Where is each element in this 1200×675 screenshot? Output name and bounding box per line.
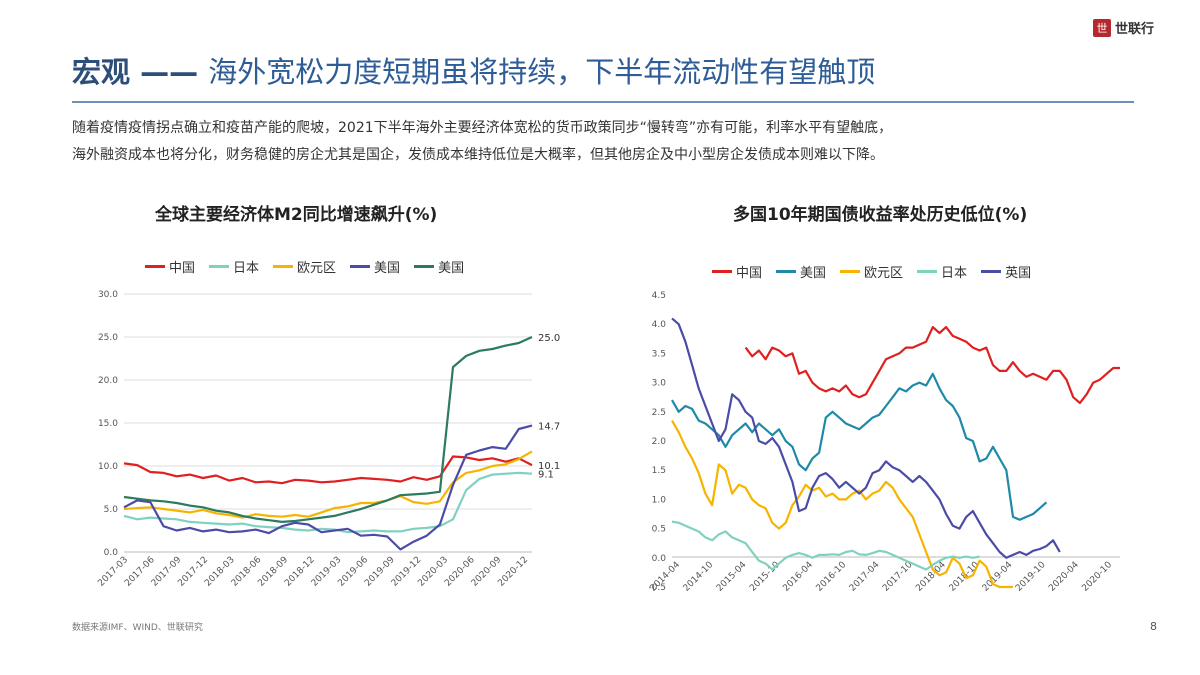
page-title: 宏观 —— 海外宽松力度短期虽将持续，下半年流动性有望触顶 <box>72 52 875 92</box>
company-logo: 世 世联行 <box>1093 18 1154 37</box>
y-tick-label: 4.0 <box>652 320 667 330</box>
legend-swatch <box>712 270 732 273</box>
left-chart-title: 全球主要经济体M2同比增速飙升(%) <box>155 205 438 225</box>
series-line <box>123 335 533 523</box>
data-label: 25.0 <box>538 333 560 344</box>
series-line <box>123 455 533 485</box>
legend-label: 欧元区 <box>864 266 904 281</box>
y-tick-label: 3.0 <box>652 379 667 389</box>
x-tick-label: 2020-10 <box>1080 560 1114 594</box>
legend-swatch <box>273 265 294 268</box>
x-tick-label: 2020-12 <box>496 555 530 589</box>
legend-item: 英国 <box>981 262 1031 281</box>
series-line <box>123 424 533 551</box>
legend-swatch <box>917 270 938 273</box>
x-tick-label: 2017-04 <box>848 560 882 594</box>
x-tick-label: 2015-04 <box>715 560 749 594</box>
legend-item: 日本 <box>917 262 967 281</box>
series-line <box>744 325 1120 405</box>
x-tick-label: 2014-10 <box>682 560 716 594</box>
description-line-1: 随着疫情疫情拐点确立和疫苗产能的爬坡，2021下半年海外主要经济体宽松的货币政策… <box>72 120 893 136</box>
legend-item: 欧元区 <box>273 257 336 276</box>
page-number: 8 <box>1150 620 1157 633</box>
legend-label: 英国 <box>1005 266 1032 281</box>
y-tick-label: 0.5 <box>652 525 666 535</box>
legend-swatch <box>776 270 797 273</box>
data-label: 9.1 <box>538 470 554 481</box>
y-tick-label: 1.0 <box>652 495 667 505</box>
y-tick-label: 3.5 <box>652 349 666 359</box>
legend-label: 美国 <box>800 266 827 281</box>
series-line <box>671 317 1061 559</box>
data-label: 10.1 <box>538 461 560 472</box>
logo-mark: 世 <box>1093 18 1111 37</box>
legend-swatch <box>840 270 861 273</box>
right-line-chart: -0.50.00.51.01.52.02.53.03.54.04.52014-0… <box>648 291 1120 594</box>
legend-label: 日本 <box>233 261 260 276</box>
legend-swatch <box>145 265 165 268</box>
y-tick-label: 20.0 <box>98 376 118 386</box>
legend-item: 美国 <box>350 257 400 276</box>
y-tick-label: 2.0 <box>652 437 667 447</box>
data-label: 14.7 <box>538 422 560 433</box>
data-source: 数据来源IMF、WIND、世联研究 <box>72 623 203 633</box>
legend-item: 日本 <box>209 257 259 276</box>
title-prefix: 宏观 —— <box>72 55 209 89</box>
series-line <box>671 420 1013 589</box>
right-chart-title: 多国10年期国债收益率处历史低位(%) <box>733 205 1028 225</box>
legend-label: 日本 <box>941 266 968 281</box>
y-tick-label: 15.0 <box>98 419 118 429</box>
series-line <box>671 372 1048 521</box>
x-tick-label: 2017-10 <box>881 560 915 594</box>
x-tick-label: 2020-04 <box>1047 560 1081 594</box>
series-line <box>123 471 533 534</box>
y-tick-label: 4.5 <box>652 291 666 301</box>
title-text: 海外宽松力度短期虽将持续，下半年流动性有望触顶 <box>208 55 876 89</box>
left-line-chart: 0.05.010.015.020.025.030.02017-032017-06… <box>96 290 560 589</box>
legend-label: 中国 <box>169 261 196 276</box>
legend-swatch <box>414 265 435 268</box>
x-tick-label: 2016-10 <box>815 560 849 594</box>
y-tick-label: 0.0 <box>652 554 667 564</box>
description: 随着疫情疫情拐点确立和疫苗产能的爬坡，2021下半年海外主要经济体宽松的货币政策… <box>72 115 1152 169</box>
y-tick-label: 2.5 <box>652 408 666 418</box>
x-tick-label: 2016-04 <box>781 560 815 594</box>
legend-label: 美国 <box>438 261 465 276</box>
legend-item: 美国 <box>414 257 464 276</box>
y-tick-label: 0.0 <box>104 548 119 558</box>
y-tick-label: 10.0 <box>98 462 118 472</box>
legend-swatch <box>209 265 230 268</box>
title-divider <box>72 101 1134 103</box>
series-line <box>671 520 980 571</box>
legend-label: 美国 <box>374 261 401 276</box>
y-tick-label: 25.0 <box>98 333 118 343</box>
legend-label: 欧元区 <box>297 261 337 276</box>
y-tick-label: 30.0 <box>98 290 118 300</box>
y-tick-label: -0.5 <box>648 583 666 593</box>
right-chart-legend: 中国 美国 欧元区 日本 英国 <box>712 262 1031 281</box>
legend-swatch <box>350 265 371 268</box>
legend-label: 中国 <box>736 266 763 281</box>
x-tick-label: 2019-10 <box>1014 560 1048 594</box>
description-line-2: 海外融资成本也将分化，财务稳健的房企尤其是国企，发债成本维持低位是大概率，但其他… <box>72 147 884 163</box>
left-chart-legend: 中国 日本 欧元区 美国 美国 <box>145 257 464 276</box>
y-tick-label: 1.5 <box>652 466 666 476</box>
series-line <box>123 450 533 519</box>
legend-item: 中国 <box>712 262 762 281</box>
legend-item: 美国 <box>776 262 826 281</box>
logo-text: 世联行 <box>1115 22 1155 37</box>
y-tick-label: 5.0 <box>104 505 119 515</box>
legend-swatch <box>981 270 1002 273</box>
legend-item: 中国 <box>145 257 195 276</box>
legend-item: 欧元区 <box>840 262 903 281</box>
